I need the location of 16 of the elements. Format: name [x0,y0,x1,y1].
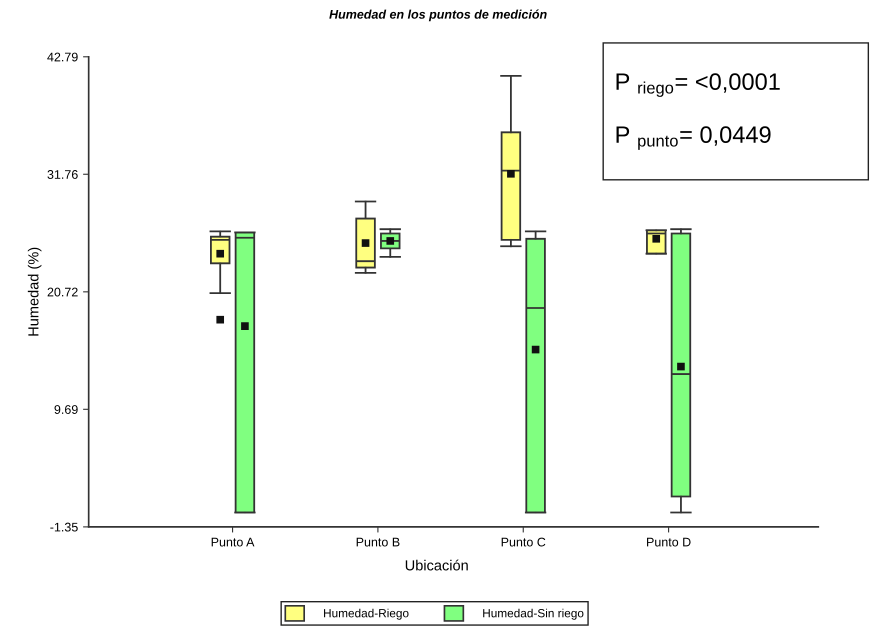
y-axis-title: Humedad (%) [28,248,42,336]
legend-label: Humedad-Sin riego [483,608,584,620]
annotation: P $_{punto}$= 0,0449 [616,126,771,150]
x-tick-label: Punto C [502,538,546,546]
x-tick-label: Punto D [647,538,691,546]
chart-title: Humedad en los puntos de medición [329,9,547,22]
y-tick-label: 20.72 [48,288,78,296]
legend-label: Humedad-Riego [324,608,409,620]
annotation: P $_{riego}$= <0,0001 [616,73,780,97]
y-tick-label: 31.76 [47,170,78,179]
x-tick-label: Punto B [356,538,400,546]
y-tick-label: 42.79 [47,52,78,62]
x-tick-label: Punto A [212,538,254,546]
y-tick-label: -1.35 [50,522,78,532]
y-tick-label: 9.69 [54,405,78,414]
x-axis-title: Ubicación [406,560,468,571]
